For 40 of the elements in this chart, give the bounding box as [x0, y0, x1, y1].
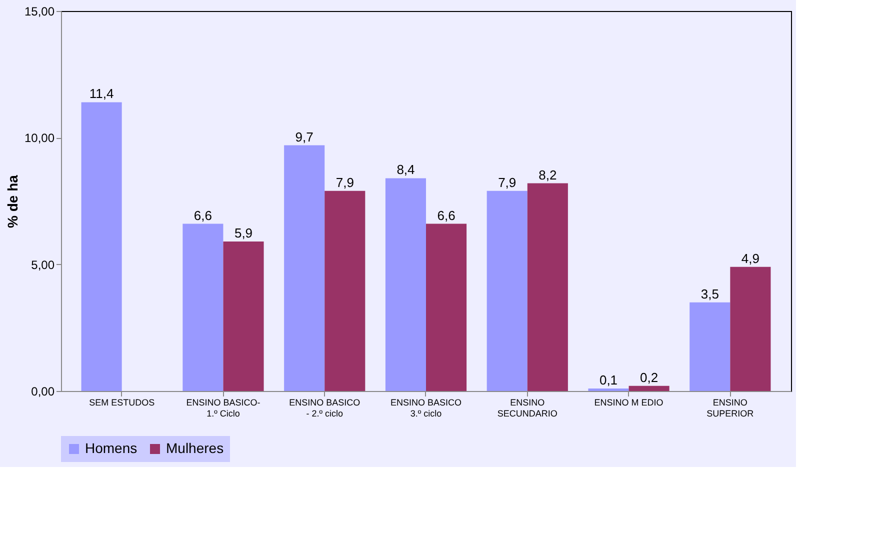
- y-tick-label: 15,00: [24, 4, 55, 18]
- data-label: 6,6: [437, 208, 456, 223]
- bar: [628, 386, 670, 391]
- x-tick-label: ENSINO BASICO - 2.º ciclo: [289, 398, 360, 418]
- x-tick-label: SEM ESTUDOS: [89, 398, 155, 408]
- data-label: 5,9: [234, 226, 253, 241]
- x-tick-label: ENSINO BASICO- 1.º Ciclo: [186, 398, 260, 418]
- bar: [324, 190, 366, 391]
- data-label: 6,6: [194, 208, 212, 223]
- data-label: 9,7: [295, 129, 314, 144]
- bar: [284, 145, 325, 391]
- data-label: 0,2: [640, 370, 658, 385]
- y-tick-label: 10,00: [24, 131, 55, 146]
- data-label: 8,4: [396, 162, 415, 178]
- y-tick-label: 0,00: [31, 384, 55, 398]
- bar: [223, 242, 264, 391]
- y-axis-title: % de ha: [4, 174, 20, 228]
- bar: [81, 102, 122, 391]
- legend-label: Homens: [85, 440, 138, 456]
- bar: [385, 178, 426, 391]
- data-label: 7,9: [336, 174, 354, 190]
- bar: [426, 224, 467, 391]
- data-label: 8,2: [538, 167, 557, 182]
- bar: [182, 224, 224, 391]
- data-label: 4,9: [741, 250, 760, 266]
- x-tick-label: ENSINO SECUNDARIO: [497, 398, 558, 418]
- x-tick-label: ENSINO M EDIO: [594, 398, 664, 408]
- bar: [527, 183, 568, 391]
- data-label: 11,4: [89, 86, 114, 102]
- legend-label: Mulheres: [166, 440, 224, 456]
- data-label: 0,1: [599, 372, 618, 388]
- x-tick-label: ENSINO BASICO 3.º ciclo: [390, 398, 462, 418]
- data-label: 7,9: [498, 174, 516, 190]
- x-tick-label: ENSINO SUPERIOR: [706, 398, 754, 418]
- bar: [730, 266, 771, 391]
- y-tick-label: 5,00: [31, 258, 55, 272]
- bar: [690, 302, 730, 391]
- bar: [588, 388, 629, 391]
- bar: [486, 190, 528, 391]
- data-label: 3,5: [700, 286, 719, 302]
